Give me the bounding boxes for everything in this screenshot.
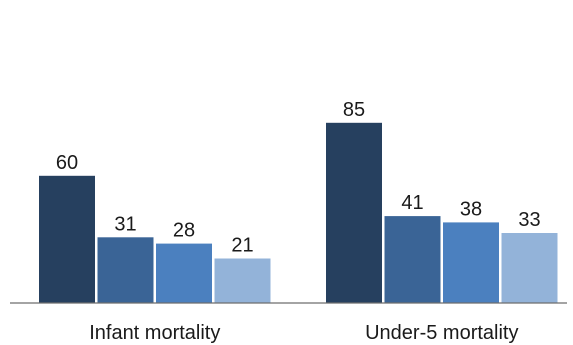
value-label-1-1: 60 <box>56 152 78 174</box>
bar-2-3 <box>443 222 499 303</box>
bar-2-4 <box>501 233 558 303</box>
value-label-1-2: 31 <box>114 213 136 235</box>
bar-2-2 <box>384 216 441 303</box>
bar-1-3 <box>156 243 212 303</box>
category-label-1: Infant mortality <box>89 322 220 344</box>
bar-1-2 <box>97 237 154 303</box>
value-label-1-4: 21 <box>231 235 253 257</box>
category-labels-group: Infant mortality Under-5 mortality <box>89 322 518 344</box>
bar-2-1 <box>326 122 382 303</box>
value-labels-group: 60 31 28 21 85 41 38 33 <box>56 99 541 257</box>
value-label-2-1: 85 <box>343 99 365 121</box>
bars-group <box>39 122 558 303</box>
value-label-2-2: 41 <box>401 192 423 214</box>
category-label-2: Under-5 mortality <box>365 322 518 344</box>
bar-1-4 <box>214 258 271 303</box>
value-label-2-4: 33 <box>518 209 540 231</box>
value-label-2-3: 38 <box>460 198 482 220</box>
bar-1-1 <box>39 175 95 303</box>
value-label-1-3: 28 <box>173 220 195 242</box>
